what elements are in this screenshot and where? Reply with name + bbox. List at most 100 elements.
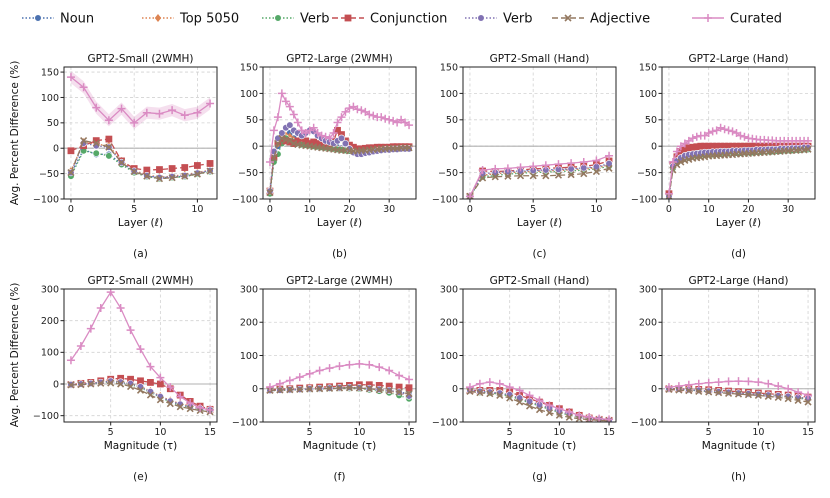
series-line	[70, 139, 211, 180]
data-point	[146, 362, 155, 371]
data-point	[724, 389, 733, 397]
x-tick-label: 0	[467, 204, 473, 215]
data-point	[592, 167, 600, 176]
data-point	[605, 151, 614, 160]
y-tick-label: 100	[440, 89, 458, 100]
x-tick-label: 15	[603, 427, 615, 438]
data-point	[293, 118, 302, 127]
data-point	[206, 405, 215, 414]
legend-marker	[704, 14, 712, 22]
data-point	[306, 140, 314, 147]
data-point	[677, 158, 685, 166]
data-point	[106, 289, 115, 297]
data-point	[529, 172, 537, 180]
data-point	[116, 304, 125, 312]
data-point	[605, 160, 613, 168]
data-point	[186, 399, 195, 407]
data-point	[104, 116, 113, 125]
data-point	[365, 144, 373, 152]
x-tick-label: 5	[307, 427, 313, 438]
y-tick-label: 100	[240, 351, 258, 362]
y-tick-label: −100	[33, 194, 59, 205]
axes-frame	[63, 66, 218, 200]
axes-frame	[262, 66, 417, 200]
panel-caption: (g)	[532, 471, 547, 483]
data-point	[804, 391, 813, 400]
data-point	[166, 383, 175, 392]
y-tick-label: 50	[47, 118, 59, 129]
data-point	[476, 389, 484, 397]
data-point	[466, 387, 474, 395]
data-point	[315, 366, 324, 375]
series-group	[66, 289, 215, 416]
data-point	[80, 137, 88, 145]
data-point	[541, 161, 550, 170]
data-point	[156, 396, 164, 404]
data-point	[305, 369, 314, 378]
data-point	[143, 166, 151, 174]
series-line	[269, 387, 410, 395]
data-point	[535, 406, 544, 414]
y-tick-label: 300	[41, 284, 59, 295]
data-point	[486, 390, 494, 398]
data-point	[274, 138, 282, 146]
data-point	[693, 143, 701, 151]
series-group	[465, 151, 614, 199]
x-tick-label: 15	[403, 427, 415, 438]
series-line	[70, 138, 211, 171]
data-point	[130, 168, 138, 176]
data-point	[475, 379, 484, 388]
data-point	[760, 142, 768, 150]
data-point	[353, 105, 362, 114]
data-point	[206, 160, 214, 167]
y-tick-label: −100	[631, 194, 657, 205]
data-point	[334, 126, 341, 134]
data-point	[314, 140, 322, 147]
data-point	[405, 144, 413, 152]
data-point	[804, 398, 812, 406]
y-tick-label: 0	[252, 384, 258, 395]
legend-entry: Adjective	[552, 12, 650, 27]
x-axis-label: Layer (ℓ)	[317, 217, 362, 229]
x-tick-label: 20	[343, 204, 355, 215]
legend-entry: Verb	[262, 12, 329, 27]
data-point	[107, 379, 115, 387]
panel-caption: (a)	[133, 248, 148, 260]
data-point	[715, 389, 723, 397]
panel-caption: (e)	[133, 471, 148, 483]
data-point	[286, 121, 294, 129]
data-point	[316, 385, 324, 393]
legend-entry: Conjunction	[332, 12, 447, 27]
data-point	[92, 139, 100, 147]
x-tick-label: 5	[507, 427, 513, 438]
panel-title: GPT2-Large (2WMH)	[286, 275, 392, 287]
series-group	[664, 377, 813, 406]
data-point	[345, 384, 354, 392]
data-point	[365, 110, 374, 119]
data-point	[774, 393, 782, 401]
y-tick-label: −100	[232, 417, 258, 428]
data-point	[705, 388, 713, 396]
x-tick-label: 10	[353, 427, 365, 438]
data-point	[605, 164, 613, 172]
data-point	[395, 371, 404, 380]
legend-marker	[34, 14, 42, 22]
data-point	[166, 400, 174, 408]
data-point	[275, 379, 284, 388]
data-point	[794, 396, 802, 404]
data-point	[302, 137, 310, 145]
data-point	[567, 171, 575, 179]
data-point	[296, 385, 304, 393]
data-point	[176, 392, 185, 401]
data-point	[355, 384, 363, 392]
data-point	[673, 153, 681, 161]
data-point	[389, 116, 398, 125]
data-point	[286, 137, 294, 145]
data-point	[105, 143, 113, 151]
panel-caption: (c)	[533, 248, 547, 260]
data-point	[555, 411, 563, 419]
data-point	[774, 382, 783, 391]
data-point	[273, 113, 282, 122]
data-point	[335, 362, 344, 371]
data-point	[525, 391, 534, 400]
